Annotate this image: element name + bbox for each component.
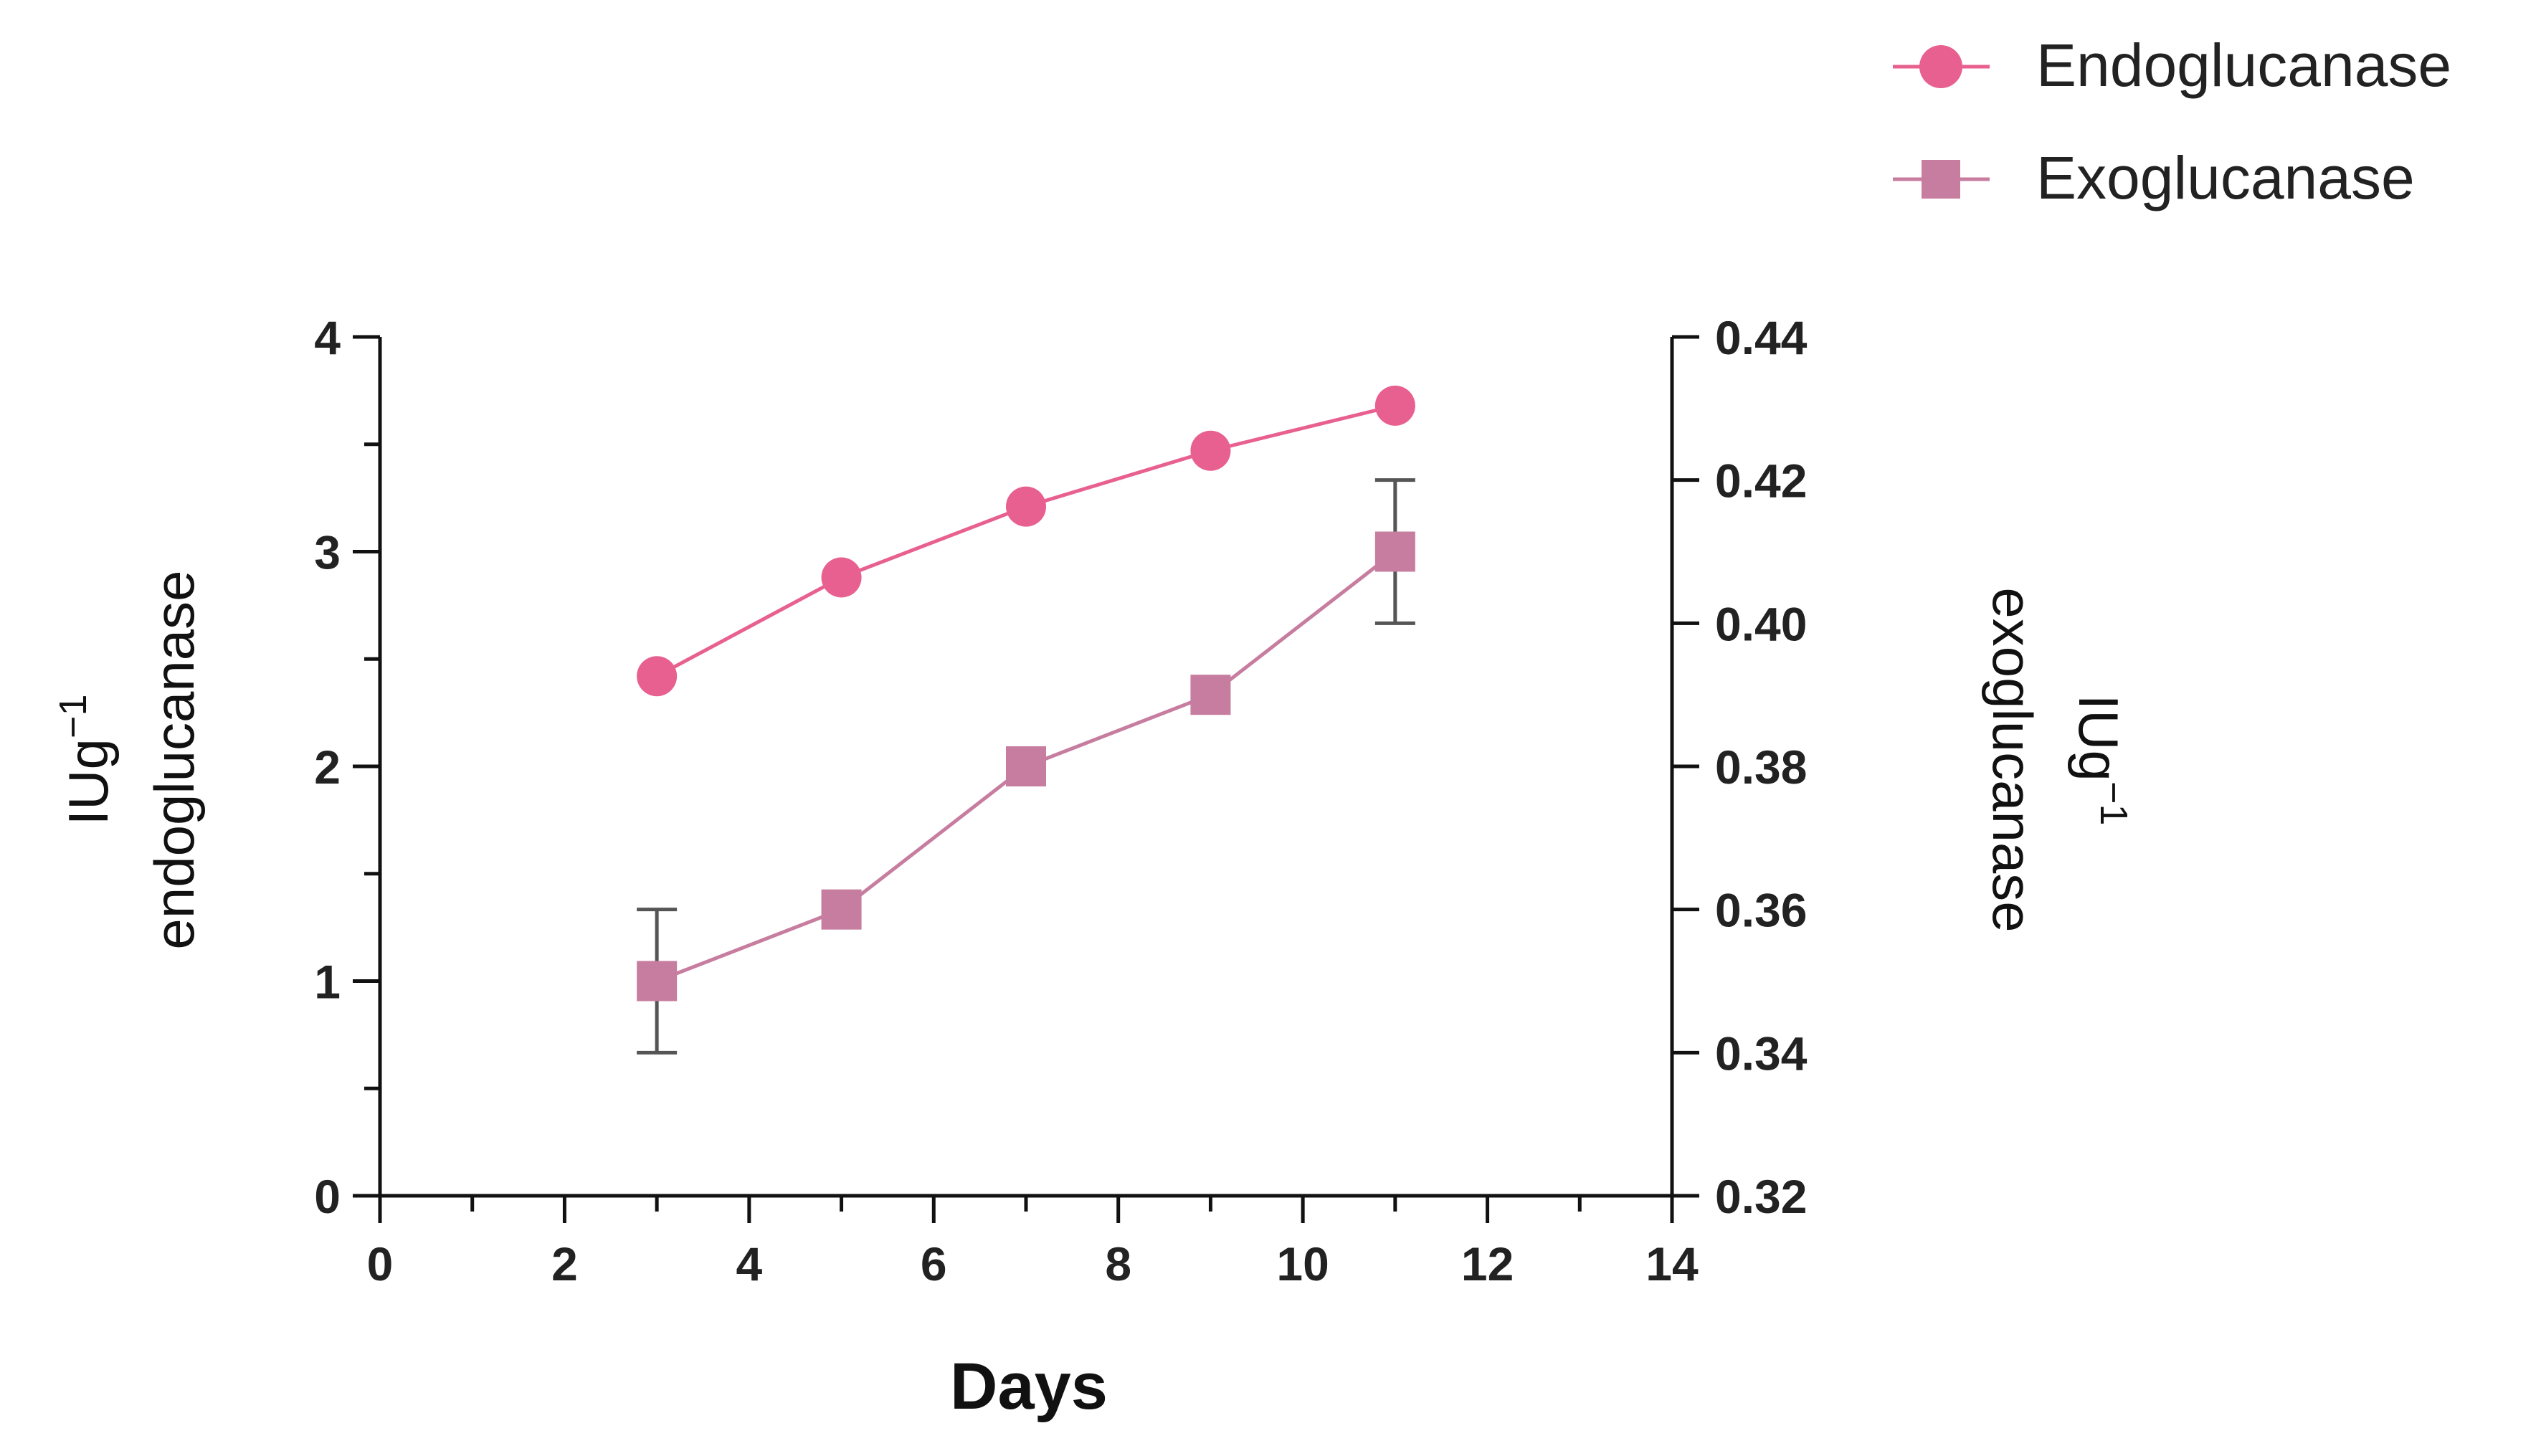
left-y-title-superscript: −1 <box>52 695 95 739</box>
legend-item-endoglucanase: Endoglucanase <box>1893 32 2451 99</box>
right-y-tick-label: 0.40 <box>1715 597 1807 650</box>
right-y-axis-title: IUg−1 exoglucanase <box>1981 587 2135 932</box>
x-tick-label: 10 <box>1276 1237 1329 1290</box>
series-layer <box>637 385 1415 1055</box>
right-y-title-superscript: −1 <box>2092 781 2135 826</box>
data-point-exoglucanase <box>1006 746 1046 786</box>
data-point-endoglucanase <box>821 557 862 598</box>
right-y-tick-label: 0.36 <box>1715 884 1807 937</box>
data-point-exoglucanase <box>637 961 678 1001</box>
left-y-tick-label: 2 <box>314 741 341 794</box>
right-y-tick-label: 0.42 <box>1715 455 1807 508</box>
left-y-title-name: endoglucanase <box>143 570 206 949</box>
x-tick-label: 2 <box>551 1237 578 1290</box>
right-y-title-unit: IUg <box>2067 695 2130 781</box>
legend-label-exoglucanase: Exoglucanase <box>2036 144 2415 211</box>
svg-text:IUg−1: IUg−1 <box>52 695 120 826</box>
legend-item-exoglucanase: Exoglucanase <box>1893 144 2415 211</box>
right-y-tick-label: 0.44 <box>1715 311 1808 364</box>
left-y-axis-title: IUg−1 endoglucanase <box>52 570 206 949</box>
data-point-exoglucanase <box>1190 675 1231 715</box>
data-point-exoglucanase <box>821 889 862 930</box>
legend-marker-exoglucanase <box>1922 160 1960 199</box>
right-y-tick-label: 0.34 <box>1715 1027 1808 1080</box>
x-axis-ticks: 0 2 4 6 8 10 12 14 <box>367 1196 1699 1290</box>
legend-label-endoglucanase: Endoglucanase <box>2036 32 2451 99</box>
data-point-endoglucanase <box>1006 486 1046 527</box>
x-tick-label: 4 <box>736 1237 762 1290</box>
x-axis-title: Days <box>950 1350 1108 1423</box>
left-y-tick-label: 4 <box>314 311 341 364</box>
right-y-tick-label: 0.32 <box>1715 1170 1807 1223</box>
x-tick-label: 0 <box>367 1237 394 1290</box>
right-y-title-name: exoglucanase <box>1981 587 2044 932</box>
left-y-axis-ticks: 0 1 2 3 4 <box>314 311 380 1223</box>
legend-marker-endoglucanase <box>1919 45 1962 88</box>
svg-text:IUg−1: IUg−1 <box>2067 695 2135 826</box>
left-y-tick-label: 3 <box>314 526 341 579</box>
left-y-title-unit: IUg <box>57 738 120 825</box>
right-y-axis-ticks: 0.32 0.34 0.36 0.38 0.40 0.42 0.44 <box>1672 311 1808 1223</box>
data-point-endoglucanase <box>1374 385 1415 426</box>
legend: Endoglucanase Exoglucanase <box>1893 32 2451 211</box>
x-tick-label: 14 <box>1645 1237 1699 1290</box>
left-y-tick-label: 0 <box>314 1170 341 1223</box>
data-point-exoglucanase <box>1374 531 1415 572</box>
x-tick-label: 6 <box>921 1237 947 1290</box>
data-point-endoglucanase <box>637 656 678 697</box>
data-point-endoglucanase <box>1190 430 1231 471</box>
right-y-tick-label: 0.38 <box>1715 741 1807 794</box>
x-tick-label: 12 <box>1461 1237 1514 1290</box>
x-tick-label: 8 <box>1105 1237 1131 1290</box>
left-y-tick-label: 1 <box>314 956 341 1009</box>
